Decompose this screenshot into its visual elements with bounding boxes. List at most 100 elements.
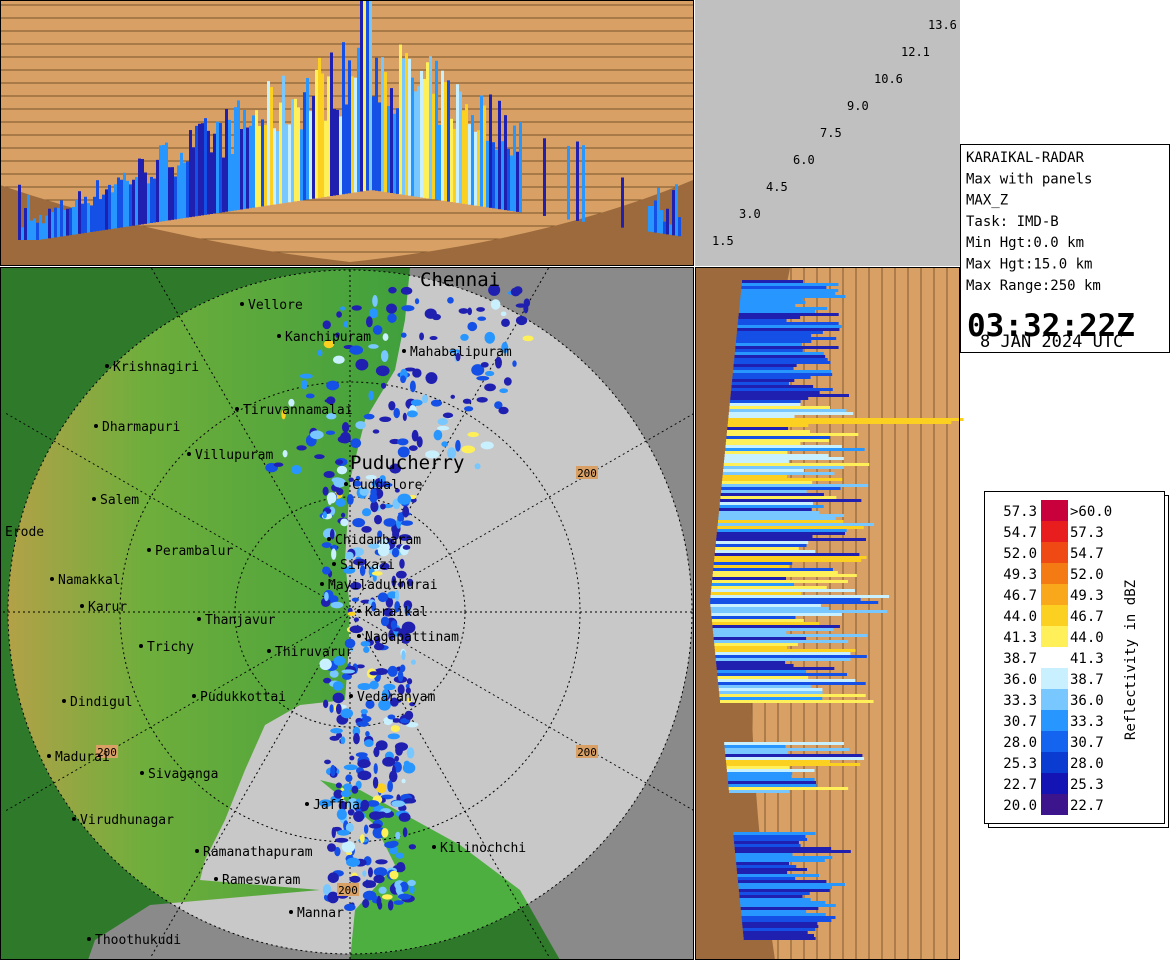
echo: [323, 471, 335, 479]
echo: [365, 474, 377, 480]
echo-row: [710, 592, 802, 595]
echo-row: [742, 925, 819, 928]
echo-row: [739, 898, 811, 901]
echo-column: [198, 123, 201, 216]
echo-column: [75, 199, 78, 235]
echo: [336, 808, 347, 820]
echo-row: [727, 775, 792, 778]
echo-column: [390, 88, 393, 193]
echo-column: [165, 142, 168, 221]
echo-row: [735, 850, 851, 853]
echo-row: [737, 328, 840, 331]
echo: [335, 332, 340, 338]
echo: [323, 699, 329, 709]
legend-low: 38.7: [1003, 651, 1037, 667]
echo: [447, 447, 457, 459]
echo: [365, 316, 373, 328]
echo: [400, 332, 407, 338]
echo: [344, 638, 356, 649]
echo-column: [330, 52, 333, 197]
echo: [488, 284, 501, 296]
echo: [394, 488, 400, 493]
echo-column: [648, 206, 651, 232]
echo: [400, 286, 413, 295]
echo-row: [735, 343, 802, 346]
echo-row: [721, 484, 869, 487]
echo: [480, 441, 494, 450]
echo: [397, 684, 405, 695]
echo-row: [736, 862, 790, 865]
echo: [281, 409, 286, 420]
echo: [390, 620, 398, 630]
echo-column: [513, 125, 516, 212]
city-marker: [197, 617, 201, 621]
city-label: Sivaganga: [148, 767, 218, 782]
echo-column: [474, 131, 477, 206]
echo-row: [737, 325, 842, 328]
city-label: Pudukkottai: [200, 690, 286, 705]
echo-row: [721, 490, 807, 493]
echo: [335, 703, 342, 715]
echo-column: [120, 179, 123, 228]
echo-column: [426, 62, 429, 199]
echo: [359, 834, 365, 844]
echo-row: [721, 487, 841, 490]
echo-row: [722, 472, 835, 475]
echo: [437, 418, 448, 426]
echo-column: [309, 111, 312, 200]
echo-column: [267, 81, 270, 206]
echo: [381, 827, 389, 838]
city-marker: [62, 699, 66, 703]
echo: [345, 551, 354, 560]
city-marker: [94, 424, 98, 428]
echo: [337, 435, 351, 444]
echo: [342, 566, 356, 574]
range-label: 200: [577, 467, 597, 480]
city-marker: [147, 548, 151, 552]
echo-row: [712, 580, 849, 583]
echo-row: [736, 340, 812, 343]
echo: [378, 480, 384, 486]
echo-column: [447, 80, 450, 202]
echo-column: [237, 100, 240, 210]
echo: [334, 837, 349, 843]
echo-row: [716, 667, 835, 670]
echo: [484, 331, 495, 344]
legend-high: 22.7: [1070, 798, 1104, 814]
echo-column: [66, 208, 69, 236]
echo-row: [720, 496, 837, 499]
echo-row: [712, 571, 838, 574]
echo-row: [725, 445, 842, 448]
city-label: Karur: [88, 600, 127, 615]
city-marker: [72, 817, 76, 821]
info-line: Min Hgt:0.0 km: [966, 235, 1084, 251]
city-label: Kanchipuram: [285, 330, 371, 345]
echo-column: [321, 73, 324, 198]
echo-column: [438, 124, 441, 201]
city-label: Thoothukudi: [95, 933, 181, 948]
echo: [282, 449, 288, 458]
echo: [467, 432, 479, 438]
echo: [401, 778, 406, 784]
echo: [317, 349, 323, 357]
echo-row: [738, 883, 845, 886]
echo: [391, 800, 405, 807]
echo: [397, 669, 404, 682]
city-marker: [187, 452, 191, 456]
echo-column: [324, 120, 327, 197]
echo-row: [719, 508, 812, 511]
echo: [330, 601, 344, 609]
echo: [341, 669, 355, 674]
echo: [380, 350, 389, 363]
echo-row: [737, 877, 796, 880]
echo-row: [727, 772, 793, 775]
echo-row: [720, 493, 824, 496]
echo: [383, 607, 394, 617]
echo-row: [734, 355, 826, 358]
echo: [329, 735, 340, 741]
city-label: Cuddalore: [352, 478, 423, 493]
echo-column: [327, 76, 330, 197]
echo-column: [129, 184, 132, 227]
city-label: Nagapattinam: [365, 630, 459, 645]
echo-row: [710, 598, 861, 601]
